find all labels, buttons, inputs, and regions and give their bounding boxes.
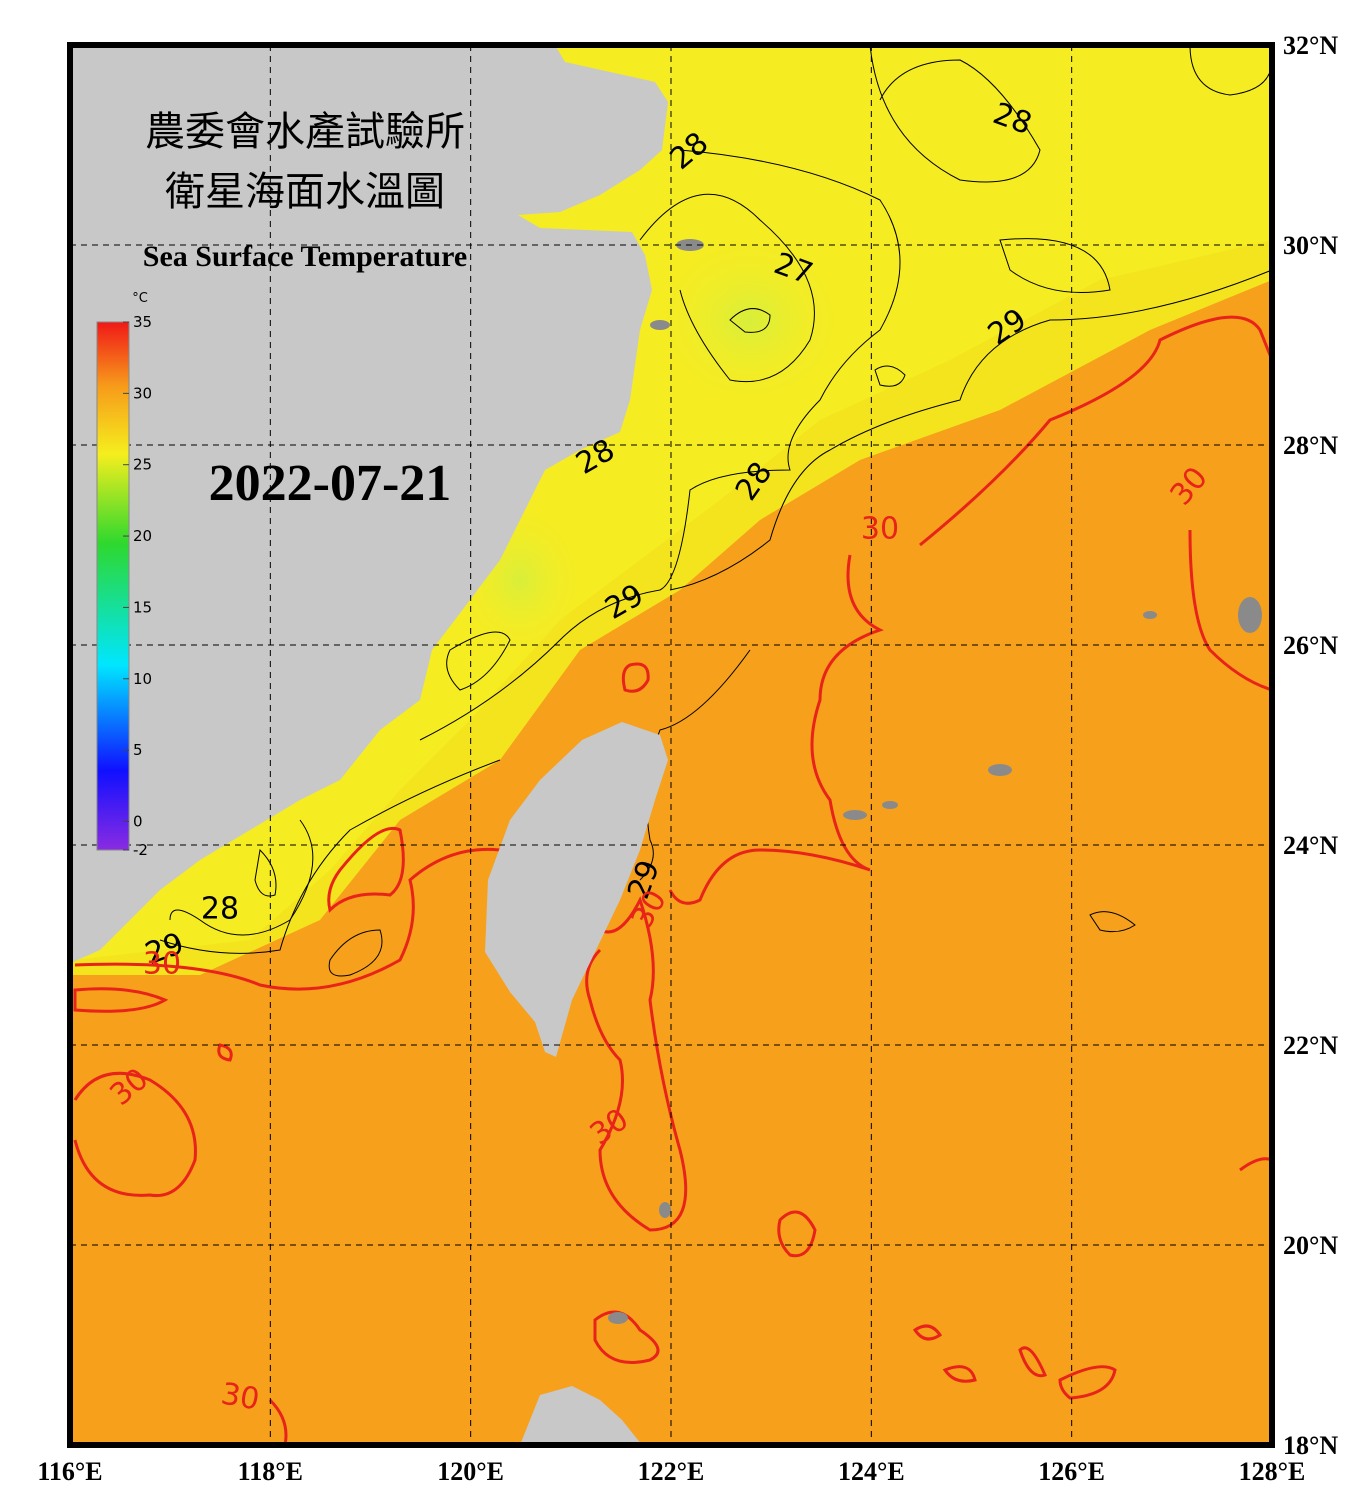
land-taiwan (485, 722, 668, 1057)
map-frame (67, 42, 1275, 1448)
colorbar-tick-label: 5 (133, 741, 143, 759)
contour-label: 30 (861, 512, 899, 547)
lon-label: 124°E (838, 1457, 905, 1486)
colorbar-unit: °C (132, 291, 148, 306)
lat-label: 18°N (1283, 1431, 1338, 1460)
colorbar-tick-label: 30 (133, 384, 152, 402)
lon-label: 126°E (1038, 1457, 1105, 1486)
colorbar-tick-label: -2 (133, 841, 148, 859)
date: 2022-07-21 (209, 455, 452, 512)
lat-label: 32°N (1283, 31, 1338, 60)
lat-label: 20°N (1283, 1231, 1338, 1260)
lon-label: 122°E (638, 1457, 705, 1486)
lat-label: 28°N (1283, 431, 1338, 460)
colorbar-tick-label: 15 (133, 598, 152, 616)
land-china (73, 48, 668, 962)
lat-label: 30°N (1283, 231, 1338, 260)
contours-red (73, 315, 1269, 1442)
land-luzon (521, 1386, 640, 1442)
lon-label: 118°E (238, 1457, 303, 1486)
contour-label: 30 (143, 947, 181, 982)
colorbar-tick-label: 20 (133, 527, 152, 545)
colorbar-tick-label: 35 (133, 313, 152, 331)
contour-label: 28 (201, 892, 239, 927)
title-zh-1: 農委會水產試驗所 (145, 109, 465, 154)
lat-label: 24°N (1283, 831, 1338, 860)
graticule (73, 48, 1269, 1442)
contours-black (159, 48, 1269, 977)
colorbar-tick-label: 0 (133, 812, 143, 830)
colorbar-tick-label: 25 (133, 456, 152, 474)
lon-label: 116°E (37, 1457, 102, 1486)
colorbar (96, 321, 130, 851)
colorbar-tick-label: 10 (133, 670, 152, 688)
lat-label: 22°N (1283, 1031, 1338, 1060)
lon-label: 128°E (1239, 1457, 1306, 1486)
lat-label: 26°N (1283, 631, 1338, 660)
title-zh-2: 衛星海面水溫圖 (165, 169, 445, 214)
title-en: Sea Surface Temperature (143, 240, 467, 273)
lon-label: 120°E (437, 1457, 504, 1486)
contour-label: 30 (218, 1376, 262, 1417)
